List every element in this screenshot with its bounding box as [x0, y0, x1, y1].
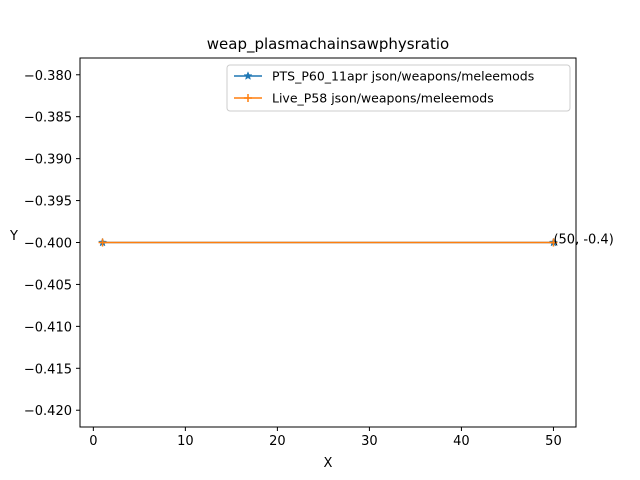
- legend-item: PTS_P60_11apr json/weapons/meleemods: [234, 69, 534, 84]
- x-tick-label: 0: [89, 434, 97, 449]
- x-axis-label: X: [324, 456, 333, 471]
- y-tick-label: −0.380: [24, 69, 72, 84]
- data-point: [549, 238, 558, 247]
- y-tick-label: −0.420: [24, 404, 72, 419]
- x-tick-label: 30: [361, 434, 378, 449]
- legend-label: Live_P58 json/weapons/meleemods: [272, 91, 494, 106]
- legend-label: PTS_P60_11apr json/weapons/meleemods: [272, 69, 534, 84]
- legend-marker: [244, 94, 252, 102]
- legend-marker: [243, 71, 253, 80]
- data-point: [98, 238, 107, 247]
- y-tick-label: −0.400: [24, 237, 72, 252]
- legend-box: [226, 64, 571, 112]
- point-annotation: (50, -0.4): [553, 233, 613, 248]
- y-tick-label: −0.395: [24, 195, 72, 210]
- series-2: [98, 238, 558, 247]
- y-axis-label: Y: [9, 229, 18, 244]
- legend: PTS_P60_11apr json/weapons/meleemods Live…: [226, 64, 571, 112]
- y-tick-label: −0.385: [24, 111, 72, 126]
- y-tick-label: −0.405: [24, 278, 72, 293]
- annotations: (50, -0.4): [553, 233, 613, 248]
- x-tick-label: 50: [545, 434, 562, 449]
- y-tick-label: −0.390: [24, 153, 72, 168]
- chart-title: weap_plasmachainsawphysratio: [207, 35, 449, 54]
- x-tick-label: 40: [453, 434, 470, 449]
- x-axis: 0 10 20 30 40 50: [89, 427, 562, 449]
- plot-area: [97, 237, 559, 247]
- x-tick-label: 10: [177, 434, 194, 449]
- y-tick-label: −0.415: [24, 362, 72, 377]
- y-tick-label: −0.410: [24, 320, 72, 335]
- y-axis: −0.380 −0.385 −0.390 −0.395 −0.400 −0.405 −0.4…: [24, 69, 80, 419]
- legend-item: Live_P58 json/weapons/meleemods: [234, 91, 494, 106]
- x-tick-label: 20: [269, 434, 286, 449]
